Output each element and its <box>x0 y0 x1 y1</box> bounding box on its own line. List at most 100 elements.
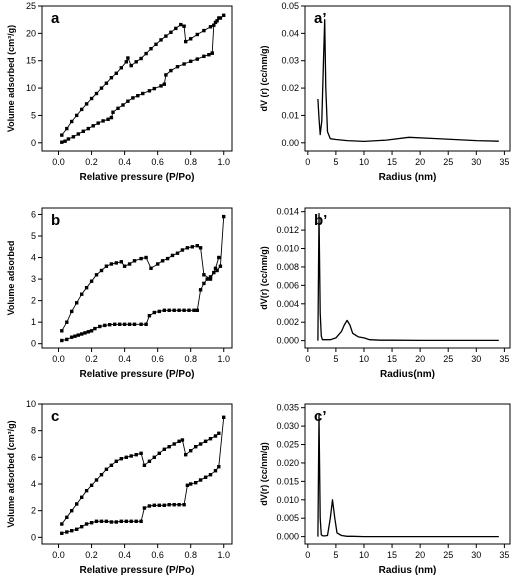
data-point <box>114 71 118 75</box>
data-point <box>126 56 130 60</box>
data-point <box>194 481 198 485</box>
x-tick-label: 15 <box>387 354 397 364</box>
data-point <box>75 301 79 305</box>
y-tick-label: 0.02 <box>281 83 299 93</box>
data-point <box>182 503 186 507</box>
data-point <box>142 506 147 510</box>
data-point <box>84 286 89 290</box>
y-tick-label: 0.000 <box>276 532 299 542</box>
data-point <box>189 59 193 63</box>
data-point <box>198 478 203 482</box>
y-axis-label: Volume adsorbed (cm³/g) <box>6 420 16 527</box>
y-tick-label: 0.012 <box>276 225 299 235</box>
data-point <box>81 129 85 133</box>
data-point <box>84 522 89 526</box>
x-tick-label: 20 <box>415 157 425 167</box>
panel-2: 0.0 0.2 0.4 0.6 0.8 1.0 0 1 2 3 4 5 6 Relative pressu… <box>6 207 233 380</box>
data-point <box>164 34 168 38</box>
y-tick-label: 8 <box>31 426 36 436</box>
data-point <box>208 473 213 477</box>
data-point <box>147 459 152 463</box>
data-point <box>94 478 99 482</box>
series-line-0 <box>61 216 225 341</box>
panel-5: 0 5 10 15 20 25 30 35 0.000 0.005 0.010 0.015 0.020 0… <box>259 403 511 576</box>
y-tick-label: 6 <box>31 452 36 462</box>
data-point <box>126 99 130 103</box>
data-point <box>134 60 138 64</box>
data-point <box>86 126 90 131</box>
panel-label: c <box>51 408 59 425</box>
y-tick-label: 0 <box>31 138 36 148</box>
x-tick-label: 0.8 <box>184 157 197 167</box>
data-point <box>217 431 221 435</box>
data-point <box>152 503 156 507</box>
series-line-0 <box>61 52 213 143</box>
x-tick-label: 1.0 <box>217 157 230 167</box>
x-tick-label: 10 <box>359 550 369 560</box>
data-point <box>134 453 138 457</box>
y-tick-label: 0.004 <box>276 299 299 309</box>
data-point <box>104 519 109 523</box>
data-point <box>83 331 87 335</box>
y-tick-label: 0.015 <box>276 476 299 486</box>
data-point <box>132 322 137 326</box>
data-point <box>139 519 143 523</box>
data-point <box>60 522 64 526</box>
data-point <box>113 322 117 326</box>
data-point <box>65 337 69 342</box>
x-tick-label: 15 <box>387 550 397 560</box>
x-tick-label: 10 <box>359 354 369 364</box>
y-tick-label: 0.00 <box>281 138 299 148</box>
data-point <box>213 266 218 270</box>
x-tick-label: 5 <box>333 157 338 167</box>
y-tick-label: 2 <box>31 296 36 306</box>
y-tick-label: 0.010 <box>276 495 299 505</box>
data-point <box>180 248 185 252</box>
y-tick-label: 25 <box>26 1 36 11</box>
data-point <box>180 438 185 442</box>
data-point <box>167 503 171 507</box>
plot-frame <box>41 403 233 545</box>
x-tick-label: 30 <box>471 354 481 364</box>
y-tick-label: 0.03 <box>281 56 299 66</box>
y-axis-label: Volume adsorbed <box>6 241 16 316</box>
data-point <box>175 65 180 69</box>
y-tick-label: 0.008 <box>276 262 299 272</box>
x-tick-label: 30 <box>471 157 481 167</box>
panel-label: c’ <box>314 408 327 425</box>
data-point <box>66 137 71 141</box>
data-point <box>76 333 80 337</box>
y-tick-label: 0.030 <box>276 421 299 431</box>
data-point <box>213 434 218 438</box>
data-point <box>70 309 74 314</box>
plot-frame <box>41 5 233 152</box>
data-point <box>212 23 216 27</box>
panel-label: a’ <box>314 10 327 27</box>
data-point <box>89 483 94 487</box>
data-point <box>70 509 74 513</box>
data-point <box>195 308 199 312</box>
data-point <box>80 495 84 499</box>
plot-frame <box>304 403 511 545</box>
data-point <box>213 20 218 25</box>
data-point <box>114 520 118 524</box>
y-tick-label: 2 <box>31 506 36 516</box>
data-point <box>134 519 138 523</box>
y-tick-label: 10 <box>26 399 36 409</box>
data-point <box>65 126 69 131</box>
data-point <box>190 245 194 249</box>
x-tick-label: 0 <box>305 354 310 364</box>
data-point <box>109 76 114 80</box>
x-axis-label: Relative pressure (P/Po) <box>79 172 194 183</box>
data-point <box>218 264 223 268</box>
data-point <box>124 455 128 459</box>
data-point <box>119 519 123 523</box>
data-point <box>182 308 186 312</box>
data-point <box>217 16 221 20</box>
data-point <box>157 503 161 507</box>
data-point <box>159 38 163 42</box>
y-tick-label: 0.025 <box>276 440 299 450</box>
data-point <box>208 437 213 441</box>
data-point <box>198 288 203 292</box>
